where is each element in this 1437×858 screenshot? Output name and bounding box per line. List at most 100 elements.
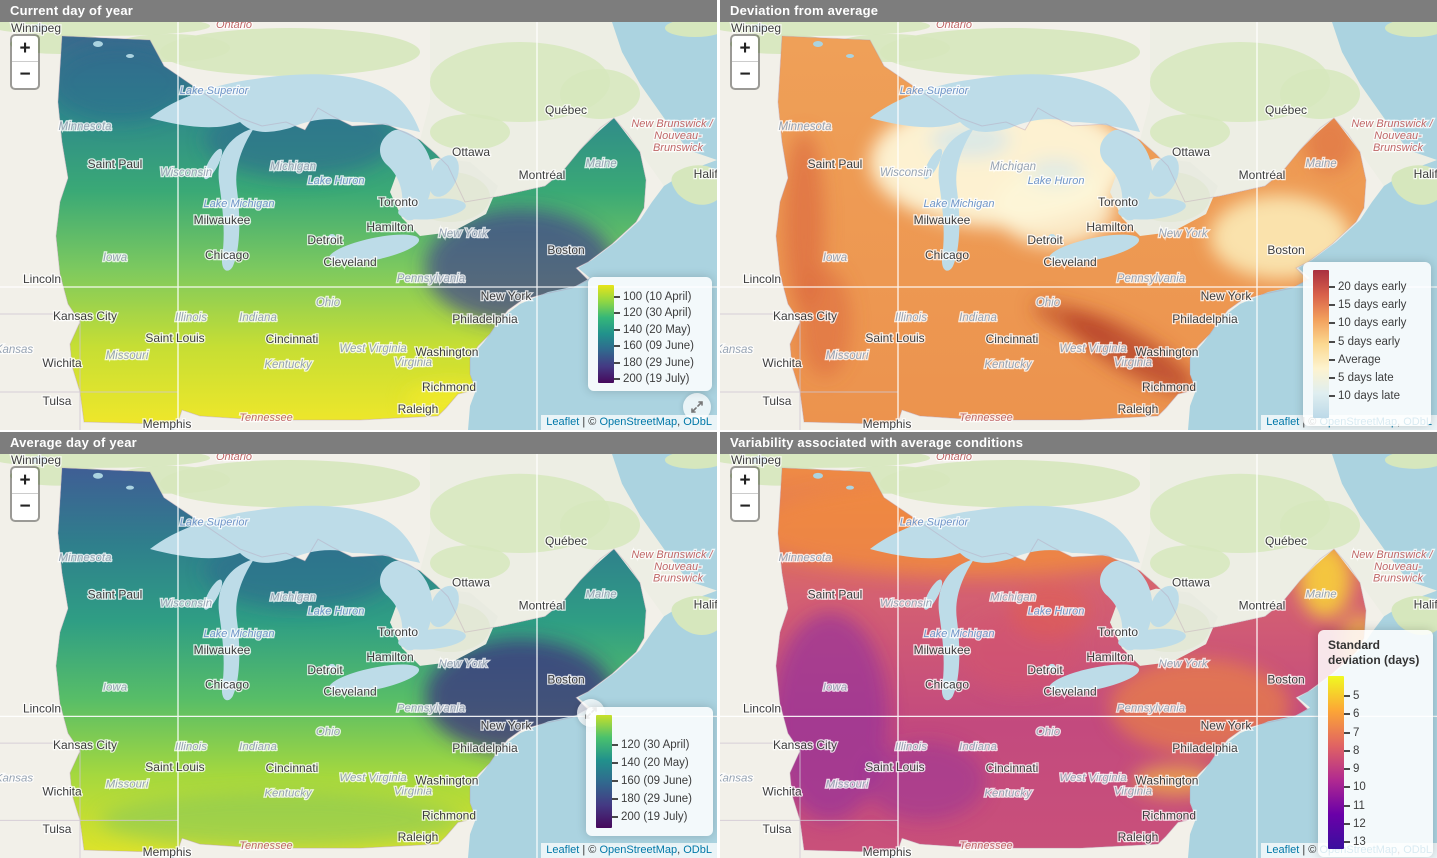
map-current-day[interactable]: Winnipeg Saint Paul Lincoln Kansas City Wich… [0, 22, 717, 430]
map-label-city: Chicago [205, 678, 249, 692]
panel-deviation: Deviation from average Winnipeg Saint Pau… [720, 0, 1437, 430]
odbl-link[interactable]: ODbL [683, 416, 712, 428]
map-label-region: Nouveau- [1374, 561, 1422, 573]
zoom-in-button[interactable]: + [12, 36, 38, 62]
legend-tick-mark [614, 296, 620, 298]
legend-color-bar [1328, 676, 1344, 849]
odbl-link[interactable]: ODbL [683, 844, 712, 856]
map-label-state: Iowa [823, 682, 847, 694]
map-label-city: Winnipeg [731, 22, 781, 35]
map-average-day[interactable]: Winnipeg Saint Paul Lincoln Kansas City Wich… [0, 454, 717, 858]
map-label-state: Minnesota [58, 121, 111, 133]
map-deviation[interactable]: Winnipeg Saint Paul Lincoln Kansas City Wich… [720, 22, 1437, 430]
legend-tick-label: 140 (20 May) [623, 323, 691, 336]
map-label-city: Cleveland [1043, 255, 1096, 269]
map-label-city: Richmond [1142, 808, 1196, 822]
map-label-city: Toronto [378, 625, 418, 639]
legend-tick-mark [614, 312, 620, 315]
map-label-city: Cleveland [323, 685, 376, 699]
map-label-city: Halifax [1414, 167, 1437, 181]
attribution: Leaflet | © OpenStreetMap, ODbL [541, 843, 717, 858]
map-label-state: Minnesota [778, 552, 831, 564]
map-label-city: Detroit [1027, 663, 1063, 677]
map-label-city: Washington [416, 345, 479, 359]
map-label-city: Toronto [1098, 195, 1138, 209]
map-label-state: Illinois [895, 741, 927, 753]
map-label-city: Hamilton [366, 650, 413, 664]
map-label-city: Raleigh [1118, 402, 1159, 416]
map-label-state: Kansas [720, 773, 753, 785]
map-label-state: Pennsylvania [397, 702, 465, 714]
expand-icon [691, 401, 703, 413]
map-variability[interactable]: Winnipeg Saint Paul Lincoln Kansas City Wich… [720, 454, 1437, 858]
map-label-city: Detroit [307, 233, 343, 247]
map-label-state: Indiana [959, 312, 997, 324]
legend-tick-label: 5 days early [1338, 335, 1401, 348]
map-label-state: New York [439, 658, 489, 670]
map-label-water: Lake Michigan [924, 198, 995, 210]
legend-tick-mark [1344, 749, 1350, 752]
map-label-city: Ottawa [452, 145, 490, 159]
zoom-in-button[interactable]: + [732, 36, 758, 62]
legend-tick-label: 8 [1353, 744, 1360, 757]
map-canvas[interactable]: Winnipeg Saint Paul Lincoln Kansas City Wich… [0, 22, 717, 430]
map-label-state: West Virginia [339, 772, 406, 784]
map-label-city: Milwaukee [194, 213, 251, 227]
legend-color-bar [1313, 270, 1329, 418]
map-label-city: Cincinnati [266, 761, 319, 775]
map-canvas[interactable]: Winnipeg Saint Paul Lincoln Kansas City Wich… [720, 454, 1437, 858]
panel-title: Current day of year [0, 0, 717, 22]
map-label-city: Saint Louis [145, 760, 204, 774]
zoom-in-button[interactable]: + [12, 468, 38, 494]
map-label-city: Kansas City [53, 738, 117, 752]
map-label-city: Saint Louis [865, 331, 924, 345]
map-label-state: Ohio [1036, 297, 1061, 309]
osm-link[interactable]: OpenStreetMap [599, 416, 678, 428]
map-label-city: Tulsa [43, 822, 72, 836]
map-label-city: Boston [1267, 673, 1304, 687]
map-label-state: Indiana [239, 741, 277, 753]
leaflet-link[interactable]: Leaflet [1266, 416, 1300, 428]
zoom-out-button[interactable]: − [12, 494, 38, 520]
legend-tick-label: 120 (30 April) [623, 307, 692, 320]
map-label-water: Lake Superior [900, 516, 970, 528]
map-label-state: Virginia [1114, 786, 1152, 798]
map-label-city: Hamilton [1086, 650, 1133, 664]
map-label-city: Cincinnati [266, 332, 319, 346]
map-label-city: Wichita [762, 356, 802, 370]
legend-tick-label: 12 [1353, 817, 1366, 830]
map-label-region: Brunswick [1373, 573, 1424, 585]
panel-average-day: Average day of year Winnipeg Saint Paul Li… [0, 432, 717, 858]
map-label-state: Iowa [103, 252, 127, 264]
leaflet-link[interactable]: Leaflet [546, 844, 580, 856]
map-label-state: Kansas [0, 344, 33, 356]
zoom-in-button[interactable]: + [732, 468, 758, 494]
map-label-water: Lake Huron [308, 605, 365, 617]
map-label-city: Raleigh [1118, 830, 1159, 844]
legend-tick-label: 200 (19 July) [623, 373, 690, 385]
map-label-state: Michigan [990, 161, 1036, 173]
map-label-state: Iowa [823, 252, 847, 264]
leaflet-link[interactable]: Leaflet [1266, 844, 1300, 856]
zoom-out-button[interactable]: − [732, 62, 758, 88]
legend-tick-label: 10 days late [1338, 390, 1401, 403]
map-label-city: Boston [547, 673, 584, 687]
zoom-control: + − [730, 34, 760, 90]
map-label-state: Missouri [826, 350, 869, 362]
map-label-state: Kentucky [984, 359, 1033, 371]
map-label-city: Chicago [205, 248, 249, 262]
legend: Standard deviation (days) 5 6 7 8 9 10 11 12 13 [1318, 630, 1433, 857]
zoom-out-button[interactable]: − [732, 494, 758, 520]
legend-tick-mark [614, 361, 620, 364]
map-label-state: Kentucky [264, 788, 313, 800]
map-label-city: Wichita [42, 356, 82, 370]
map-label-region: Brunswick [653, 573, 704, 585]
map-label-state: Kansas [720, 344, 753, 356]
zoom-out-button[interactable]: − [12, 62, 38, 88]
map-label-city: Halifax [694, 598, 717, 612]
leaflet-link[interactable]: Leaflet [546, 416, 580, 428]
map-label-city: Washington [416, 774, 479, 788]
map-label-state: Minnesota [58, 552, 111, 564]
map-label-city: Toronto [378, 195, 418, 209]
osm-link[interactable]: OpenStreetMap [599, 844, 678, 856]
